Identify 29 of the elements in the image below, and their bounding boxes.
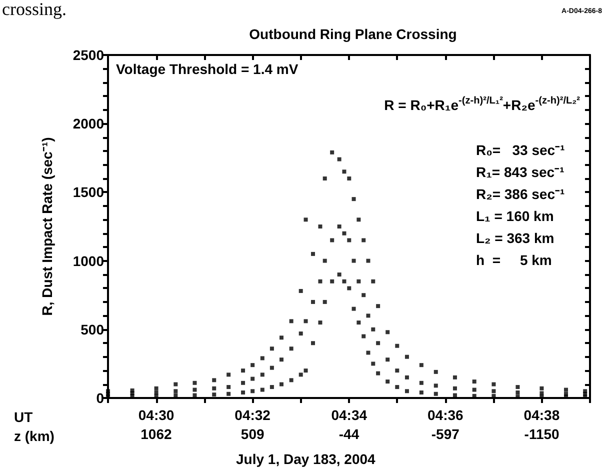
x2-tick-label: 509 — [240, 426, 264, 442]
x-tick-label: 04:30 — [138, 407, 174, 423]
y-tick-label: 2000 — [72, 116, 104, 132]
x2-tick-label: -44 — [338, 426, 360, 442]
y-tick-label: 1500 — [72, 184, 104, 200]
annotation: Voltage Threshold = 1.4 mV — [116, 61, 299, 77]
y-axis-title: R, Dust Impact Rate (sec⁻¹) — [39, 137, 55, 316]
annotation: R₂= 386 sec⁻¹ — [476, 186, 566, 202]
y-tick-label: 1000 — [72, 252, 104, 269]
x-tick-label: 04:34 — [331, 407, 368, 423]
y-tick-label: 500 — [80, 321, 104, 338]
x-tick-label: 04:38 — [524, 407, 560, 423]
annotation: L₁ = 160 km — [476, 208, 554, 224]
text: crossing. — [2, 0, 66, 19]
x-tick-label: 04:36 — [428, 407, 464, 423]
x2-tick-label: 1062 — [140, 426, 172, 442]
x-axis-title: UT — [14, 409, 34, 425]
annotation: L₂ = 363 km — [476, 230, 554, 246]
y-tick-label: 0 — [96, 390, 104, 406]
annotation: R₀= 33 sec⁻¹ — [476, 142, 566, 158]
annotation: h = 5 km — [476, 252, 552, 268]
x-tick-label: 04:32 — [234, 407, 271, 423]
x2-axis-title: z (km) — [14, 428, 54, 444]
x2-tick-label: -597 — [431, 426, 460, 442]
annotation: R₁= 843 sec⁻¹ — [476, 164, 565, 180]
text: July 1, Day 183, 2004 — [236, 451, 376, 467]
x2-tick-label: -1150 — [524, 426, 560, 442]
y-tick-label: 2500 — [72, 47, 104, 63]
chart-title: Outbound Ring Plane Crossing — [249, 26, 457, 42]
